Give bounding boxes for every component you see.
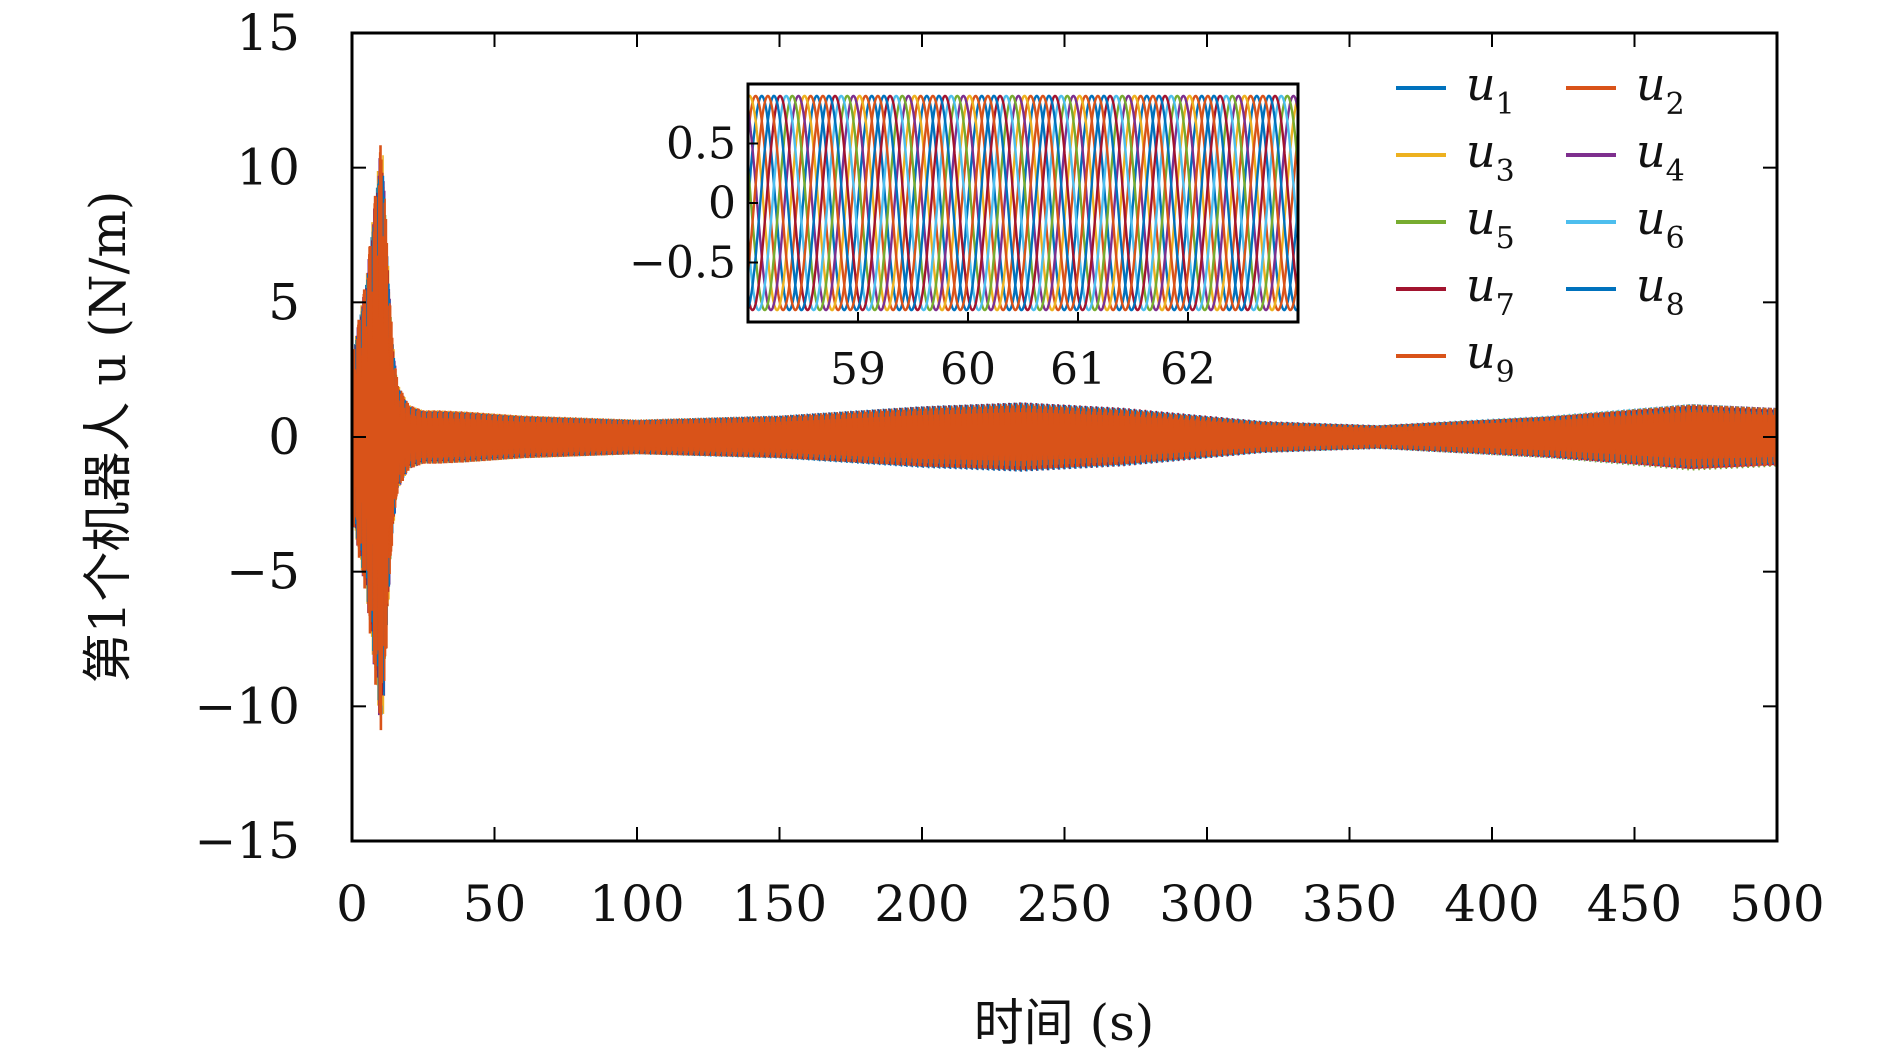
- inset-series-line-u7: [748, 94, 1298, 312]
- inset-series-line-u4: [748, 94, 1298, 312]
- x-tick-label: 0: [336, 875, 368, 933]
- y-tick-label: 5: [268, 273, 300, 331]
- legend-label-u8: u8: [1636, 258, 1685, 323]
- inset-plot-data: [748, 94, 1298, 312]
- x-tick-label: 300: [1159, 875, 1254, 933]
- y-tick-label: 0: [268, 408, 300, 466]
- inset-x-tick-label: 59: [830, 344, 886, 395]
- x-tick-label: 100: [589, 875, 684, 933]
- legend-label-u7: u7: [1466, 258, 1515, 323]
- inset-series-line-u3: [748, 94, 1298, 312]
- y-tick-label: −5: [226, 543, 300, 601]
- x-tick-label: 500: [1729, 875, 1824, 933]
- inset-series-line-u2: [748, 94, 1298, 312]
- inset-axis-ticks: 59 60 61 62 0.5 0 −0.5: [629, 119, 1216, 396]
- legend-label-u9: u9: [1466, 325, 1515, 390]
- legend-label-u2: u2: [1636, 57, 1685, 122]
- y-tick-label: −15: [194, 812, 300, 870]
- main-axis-ticks: 0 50 100 150 200 250 300 350 400 450 500151050−5−1…: [194, 4, 1824, 933]
- inset-series-line-u8: [748, 94, 1298, 312]
- y-tick-label: 10: [236, 139, 300, 197]
- legend: u1 u2 u3 u4 u5 u6 u7 u8 u9: [1396, 57, 1685, 390]
- x-tick-label: 250: [1017, 875, 1112, 933]
- inset-y-tick-label: −0.5: [629, 238, 736, 289]
- x-tick-label: 400: [1444, 875, 1539, 933]
- legend-label-u4: u4: [1636, 124, 1685, 189]
- y-axis-title: 第1个机器人 u (N/m): [79, 191, 137, 684]
- inset-y-tick-label: 0.5: [666, 119, 736, 170]
- inset-series-line-u5: [748, 94, 1298, 312]
- x-tick-label: 200: [874, 875, 969, 933]
- series-line-u2: [350, 145, 1779, 731]
- inset-series-line-u1: [748, 94, 1298, 312]
- inset-x-tick-label: 61: [1050, 344, 1106, 395]
- x-tick-label: 150: [732, 875, 827, 933]
- legend-label-u3: u3: [1466, 124, 1515, 189]
- inset-x-tick-label: 62: [1160, 344, 1216, 395]
- legend-label-u6: u6: [1636, 191, 1685, 256]
- legend-label-u5: u5: [1466, 191, 1515, 256]
- y-tick-label: 15: [236, 4, 300, 62]
- inset-x-tick-label: 60: [940, 344, 996, 395]
- x-tick-label: 450: [1587, 875, 1682, 933]
- inset-plot: 59 60 61 62 0.5 0 −0.5: [629, 82, 1300, 396]
- y-tick-label: −10: [194, 677, 300, 735]
- x-tick-label: 50: [463, 875, 527, 933]
- x-axis-title: 时间 (s): [974, 994, 1155, 1052]
- inset-series-line-u6: [748, 94, 1298, 312]
- x-tick-label: 350: [1302, 875, 1397, 933]
- inset-series-line-u9: [748, 94, 1298, 312]
- inset-y-tick-label: 0: [708, 178, 736, 229]
- legend-label-u1: u1: [1466, 57, 1515, 122]
- main-plot-data: [350, 145, 1779, 731]
